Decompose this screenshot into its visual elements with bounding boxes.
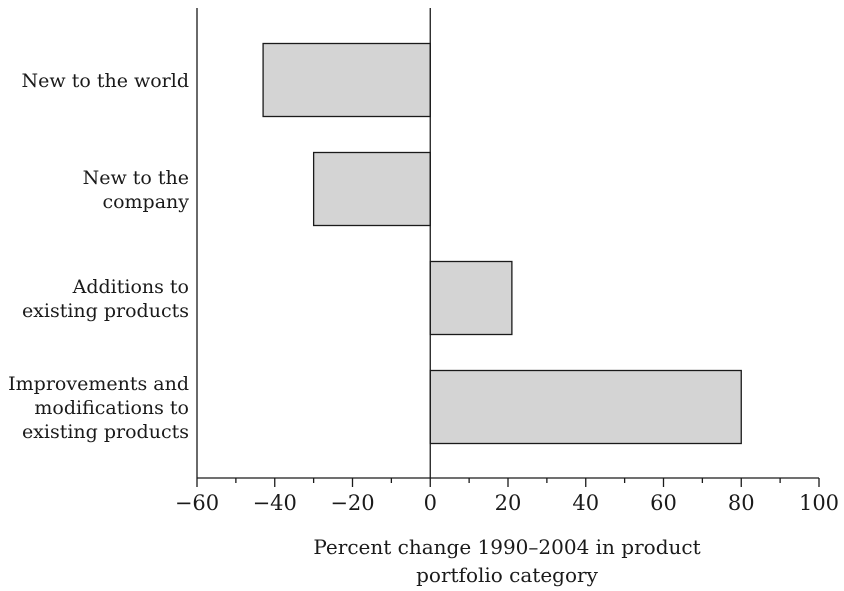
category-label-0: New to the world [22, 70, 189, 92]
x-tick-label: −40 [253, 491, 297, 515]
category-label-line: Additions to [72, 276, 189, 298]
category-label-line: existing products [22, 421, 189, 443]
x-tick-label: −20 [330, 491, 374, 515]
x-tick-label: 40 [572, 491, 599, 515]
x-tick-label: 100 [799, 491, 839, 515]
axes-layer [196, 8, 820, 487]
category-label-line: existing products [22, 300, 189, 322]
x-tick-label: 60 [650, 491, 677, 515]
bar-0 [262, 42, 431, 118]
x-tick-label: 0 [424, 491, 437, 515]
category-label-line: modifications to [34, 397, 189, 419]
x-tick-label: 20 [495, 491, 522, 515]
x-axis-title-line: Percent change 1990–2004 in product [313, 535, 700, 559]
x-axis-title-line: portfolio category [416, 563, 598, 587]
bar-1 [312, 151, 431, 227]
x-axis-title: Percent change 1990–2004 in product portf… [313, 535, 700, 587]
x-tick-label: 80 [728, 491, 755, 515]
bars-layer [262, 42, 742, 445]
bar-2 [429, 260, 513, 336]
x-tick-labels: −60 −40 −20 0 20 40 60 80 100 [175, 491, 839, 515]
category-label-line: New to the [83, 167, 189, 189]
category-label-line: company [102, 191, 189, 213]
x-tick-label: −60 [175, 491, 219, 515]
bar-3 [429, 369, 742, 445]
category-label-line: Improvements and [8, 373, 189, 395]
category-label-line: New to the world [22, 70, 189, 92]
